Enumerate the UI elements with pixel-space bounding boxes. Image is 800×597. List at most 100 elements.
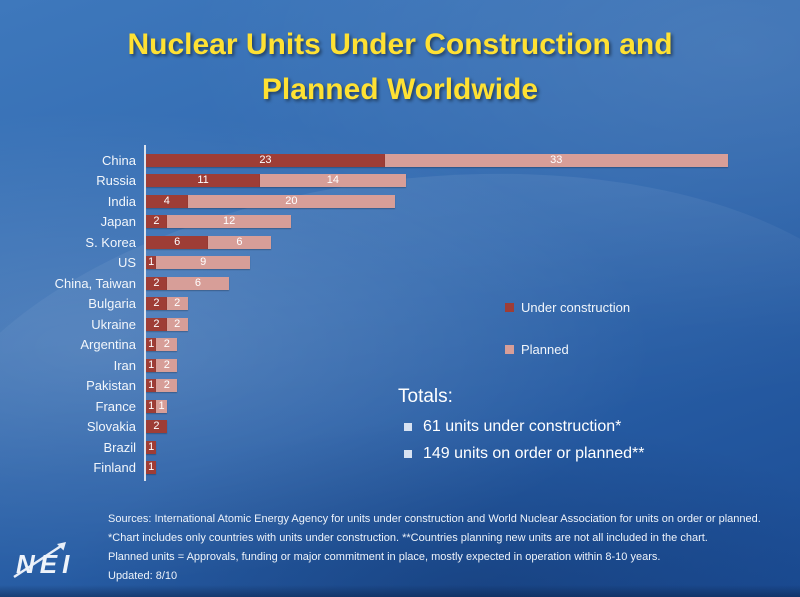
footer-line: Updated: 8/10 (108, 570, 178, 582)
category-label: Argentina (80, 337, 136, 353)
bar-value-label: 14 (326, 174, 339, 187)
category-label: Slovakia (86, 419, 136, 435)
footer-notes: Sources: International Atomic Energy Age… (108, 510, 793, 586)
bar-value-label: 1 (148, 379, 155, 392)
category-label: Ukraine (91, 316, 136, 332)
bar-value-label: 11 (197, 174, 209, 187)
bar-segment: 14 (260, 174, 406, 188)
footer-line: Planned units = Approvals, funding or ma… (108, 551, 661, 563)
chart-row: Finland 1 (8, 458, 768, 479)
bar-segment: 1 (146, 379, 157, 393)
bar-value-label: 9 (200, 256, 207, 269)
bar-segment: 6 (208, 235, 271, 249)
page-title: Nuclear Units Under Construction and Pla… (0, 22, 800, 112)
bar-value-label: 2 (174, 297, 181, 310)
title-line-2: Planned Worldwide (261, 73, 539, 106)
chart-row: Brazil 1 (8, 437, 768, 458)
bar-segment: 1 (146, 440, 157, 454)
bar-segment: 2 (166, 317, 188, 331)
chart-legend: Under construction Planned (505, 300, 630, 384)
category-label: Iran (113, 357, 136, 373)
category-label: China, Taiwan (54, 275, 136, 291)
chart-row: Iran 1 2 (8, 355, 768, 376)
bar-value-label: 12 (222, 215, 236, 228)
bar-segment: 2 (166, 297, 188, 311)
logo-arrow-icon (13, 542, 65, 579)
bullet-square-icon (404, 450, 412, 458)
bar-track: 1 (146, 437, 157, 458)
bar-value-label: 6 (236, 235, 243, 248)
chart-row: Japan 2 12 (8, 212, 768, 233)
bar-segment: 9 (156, 256, 250, 270)
footer-line: *Chart includes only countries with unit… (108, 532, 708, 544)
bar-segment: 1 (146, 338, 157, 352)
chart-row: France 1 1 (8, 396, 768, 417)
category-label: India (107, 193, 136, 209)
bar-segment: 2 (156, 358, 178, 372)
category-label: Finland (93, 460, 136, 476)
legend-swatch-icon (505, 345, 514, 354)
bar-segment: 2 (146, 276, 167, 290)
category-label: Japan (100, 214, 136, 230)
chart-row: S. Korea 6 6 (8, 232, 768, 253)
legend-swatch-icon (505, 303, 514, 312)
bar-value-label: 2 (163, 338, 170, 351)
totals-item: 149 units on order or planned** (398, 445, 645, 463)
bar-segment: 33 (384, 153, 728, 167)
totals-item-text: 149 units on order or planned** (423, 445, 645, 462)
bar-value-label: 33 (550, 153, 563, 166)
totals-item: 61 units under construction* (398, 418, 645, 436)
bar-segment: 12 (166, 215, 292, 229)
bar-segment: 1 (146, 256, 157, 270)
bar-track: 23 33 (146, 150, 728, 171)
bar-track: 2 (146, 417, 167, 438)
category-label: Bulgaria (88, 296, 136, 312)
chart-row: US 1 9 (8, 253, 768, 274)
bar-segment: 4 (146, 194, 188, 208)
chart-row: Ukraine 2 2 (8, 314, 768, 335)
chart-row: Russia 11 14 (8, 171, 768, 192)
bar-value-label: 4 (163, 194, 170, 207)
bar-value-label: 2 (163, 379, 170, 392)
bar-segment: 1 (146, 461, 157, 475)
bar-value-label: 2 (163, 358, 170, 371)
bar-segment: 2 (156, 379, 178, 393)
bar-segment: 2 (146, 215, 167, 229)
bar-track: 2 12 (146, 212, 292, 233)
bar-value-label: 1 (148, 338, 155, 351)
bar-chart: China 23 33 Russia 11 14 India 4 20 Japan 2 12 S. Ko… (8, 145, 768, 481)
legend-label: Planned (521, 342, 569, 357)
bar-segment: 1 (146, 358, 157, 372)
category-label: S. Korea (85, 234, 136, 250)
bar-track: 11 14 (146, 171, 406, 192)
bar-value-label: 2 (153, 420, 160, 433)
bottom-band (0, 585, 800, 597)
bar-segment: 23 (146, 153, 385, 167)
bar-value-label: 20 (285, 194, 298, 207)
category-label: Russia (96, 173, 136, 189)
bar-value-label: 1 (148, 461, 155, 474)
bar-value-label: 1 (148, 440, 155, 453)
bar-value-label: 6 (174, 235, 181, 248)
legend-item: Under construction (505, 300, 630, 315)
bar-value-label: 2 (153, 317, 160, 330)
category-label: France (95, 398, 136, 414)
bar-segment: 1 (156, 399, 167, 413)
bar-value-label: 2 (153, 276, 160, 289)
bar-value-label: 1 (148, 358, 155, 371)
bar-segment: 2 (146, 297, 167, 311)
bar-segment: 11 (146, 174, 261, 188)
legend-item: Planned (505, 342, 630, 357)
category-label: Brazil (103, 439, 136, 455)
chart-row: Argentina 1 2 (8, 335, 768, 356)
bar-value-label: 1 (148, 399, 155, 412)
title-line-1: Nuclear Units Under Construction and (127, 28, 673, 61)
totals-heading: Totals: (398, 386, 453, 407)
